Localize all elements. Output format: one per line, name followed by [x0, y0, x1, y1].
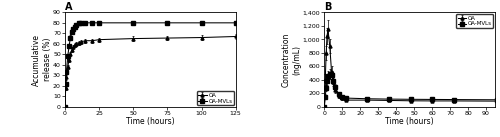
Y-axis label: Accumulative
release (%): Accumulative release (%) — [32, 34, 52, 86]
Y-axis label: Concentration
(ng/mL): Concentration (ng/mL) — [282, 32, 301, 87]
Legend: OA, OA-MVLs: OA, OA-MVLs — [196, 91, 234, 105]
X-axis label: Time (hours): Time (hours) — [386, 117, 434, 126]
Legend: OA, OA-MVLs: OA, OA-MVLs — [456, 14, 494, 28]
Text: A: A — [65, 2, 72, 12]
Text: B: B — [324, 2, 332, 12]
X-axis label: Time (hours): Time (hours) — [126, 117, 174, 126]
